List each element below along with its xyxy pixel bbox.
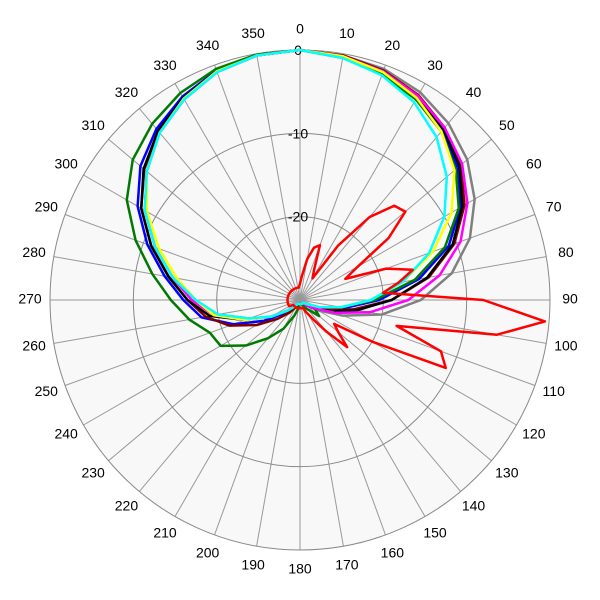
- angle-label: 150: [423, 525, 447, 541]
- spoke-line: [108, 299, 301, 462]
- angle-label: 190: [241, 557, 265, 573]
- grid-circle: [216, 216, 384, 384]
- angle-label: 40: [466, 84, 482, 100]
- angle-label: 320: [115, 84, 139, 100]
- spoke-line: [214, 64, 301, 301]
- spoke-line: [299, 299, 492, 462]
- angle-label: 310: [81, 117, 105, 133]
- spoke-line: [299, 108, 462, 301]
- spoke-line: [83, 174, 301, 301]
- angle-label: 10: [339, 25, 355, 41]
- spoke-line: [299, 174, 517, 301]
- angle-label: 280: [22, 244, 46, 260]
- spoke-line: [256, 299, 301, 547]
- spoke-line: [299, 299, 344, 547]
- spoke-line: [53, 299, 301, 344]
- spoke-line: [299, 64, 386, 301]
- angle-label: 120: [522, 426, 546, 442]
- spoke-line: [214, 299, 301, 536]
- spoke-line: [64, 214, 301, 301]
- angle-label: 70: [546, 198, 562, 214]
- angle-label: 270: [18, 291, 42, 307]
- spoke-line: [138, 108, 301, 301]
- spoke-line: [174, 83, 301, 301]
- angle-label: 260: [22, 338, 46, 354]
- angle-label: 250: [35, 383, 59, 399]
- spoke-line: [299, 299, 386, 536]
- spoke-line: [174, 299, 301, 517]
- angle-label: 240: [54, 426, 78, 442]
- angle-label: 330: [153, 57, 177, 73]
- angle-label: 100: [554, 338, 578, 354]
- angle-label: 340: [196, 37, 220, 53]
- angle-label: 230: [81, 464, 105, 480]
- spoke-line: [138, 299, 301, 492]
- angle-label: 160: [381, 544, 405, 560]
- spoke-line: [299, 214, 536, 301]
- spoke-line: [299, 256, 547, 301]
- angle-label: 220: [115, 498, 139, 514]
- pattern-line: [143, 48, 449, 320]
- spoke-line: [256, 53, 301, 301]
- angle-label: 110: [543, 383, 566, 399]
- angle-label: 350: [241, 25, 265, 41]
- angle-label: 300: [54, 156, 78, 172]
- angle-label: 140: [462, 498, 486, 514]
- angle-label: 20: [385, 37, 401, 53]
- pattern-line: [286, 204, 547, 370]
- angle-label: 30: [427, 57, 443, 73]
- spoke-line: [64, 299, 301, 386]
- spoke-line: [299, 299, 426, 517]
- radial-label: -10: [288, 125, 308, 141]
- angle-label: 170: [335, 557, 359, 573]
- angle-label: 210: [153, 525, 177, 541]
- angle-label: 50: [499, 117, 515, 133]
- angle-label: 60: [526, 156, 542, 172]
- angle-label: 180: [288, 561, 312, 577]
- angle-label: 90: [562, 291, 578, 307]
- angle-label: 130: [495, 464, 519, 480]
- angle-label: 290: [35, 198, 59, 214]
- angle-label: 80: [558, 244, 574, 260]
- angle-label: 0: [296, 21, 304, 37]
- spoke-line: [299, 83, 426, 301]
- radial-label: -20: [288, 209, 308, 225]
- angle-label: 200: [196, 544, 220, 560]
- spoke-line: [299, 299, 517, 426]
